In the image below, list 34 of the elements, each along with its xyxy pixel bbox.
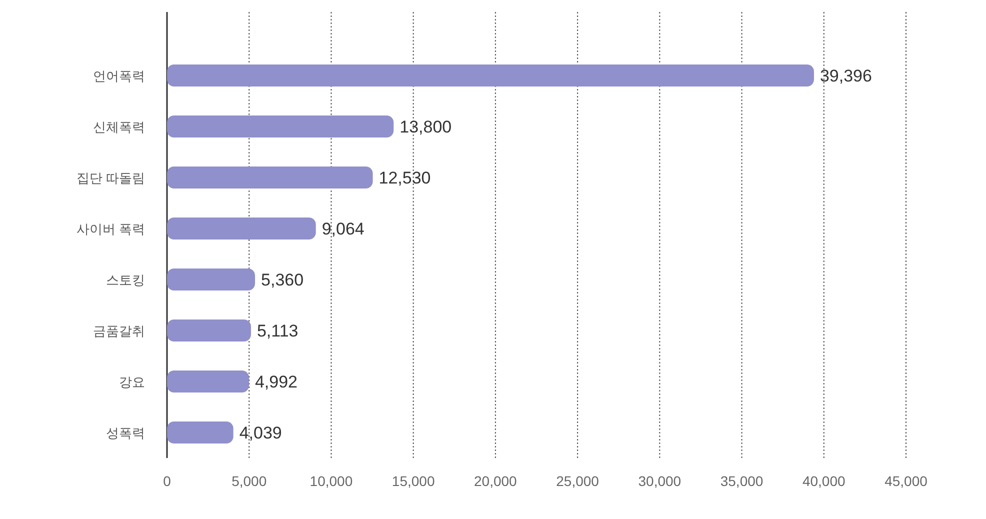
data-label: 9,064 — [322, 220, 364, 238]
y-tick-label: 집단 따돌림 — [76, 170, 145, 186]
x-tick-label: 10,000 — [310, 473, 353, 489]
data-label: 5,113 — [256, 322, 298, 340]
data-label: 4,992 — [254, 372, 298, 392]
data-label: 12,530 — [378, 168, 431, 188]
x-tick-label: 5,000 — [232, 473, 267, 489]
y-tick-label: 강요 — [119, 374, 145, 390]
bar — [167, 268, 256, 290]
bar — [167, 116, 394, 138]
data-label: 39,396 — [820, 66, 872, 86]
x-tick-label: 30,000 — [638, 473, 682, 489]
bar — [167, 370, 249, 392]
data-label: 4,039 — [239, 424, 282, 442]
x-tick-label: 0 — [163, 473, 172, 489]
bar — [167, 166, 373, 188]
x-tick-label: 25,000 — [556, 473, 600, 489]
y-tick-label: 스토킹 — [106, 272, 145, 288]
bar — [167, 64, 814, 86]
x-tick-label: 40,000 — [802, 473, 846, 489]
y-tick-label: 금품갈취 — [93, 324, 145, 338]
x-tick-label: 35,000 — [720, 473, 764, 489]
data-label: 5,360 — [261, 270, 304, 290]
bar — [167, 422, 234, 444]
y-tick-label: 신체폭력 — [93, 120, 145, 134]
x-tick-label: 15,000 — [392, 473, 435, 489]
x-tick-label: 45,000 — [884, 473, 928, 489]
bar — [167, 320, 251, 342]
x-tick-label: 20,000 — [474, 473, 518, 489]
y-tick-label: 성폭력 — [106, 426, 145, 440]
bar — [167, 218, 316, 240]
y-tick-label: 사이버 폭력 — [76, 222, 145, 236]
data-label: 13,800 — [400, 118, 452, 136]
y-tick-label: 언어폭력 — [93, 68, 145, 84]
